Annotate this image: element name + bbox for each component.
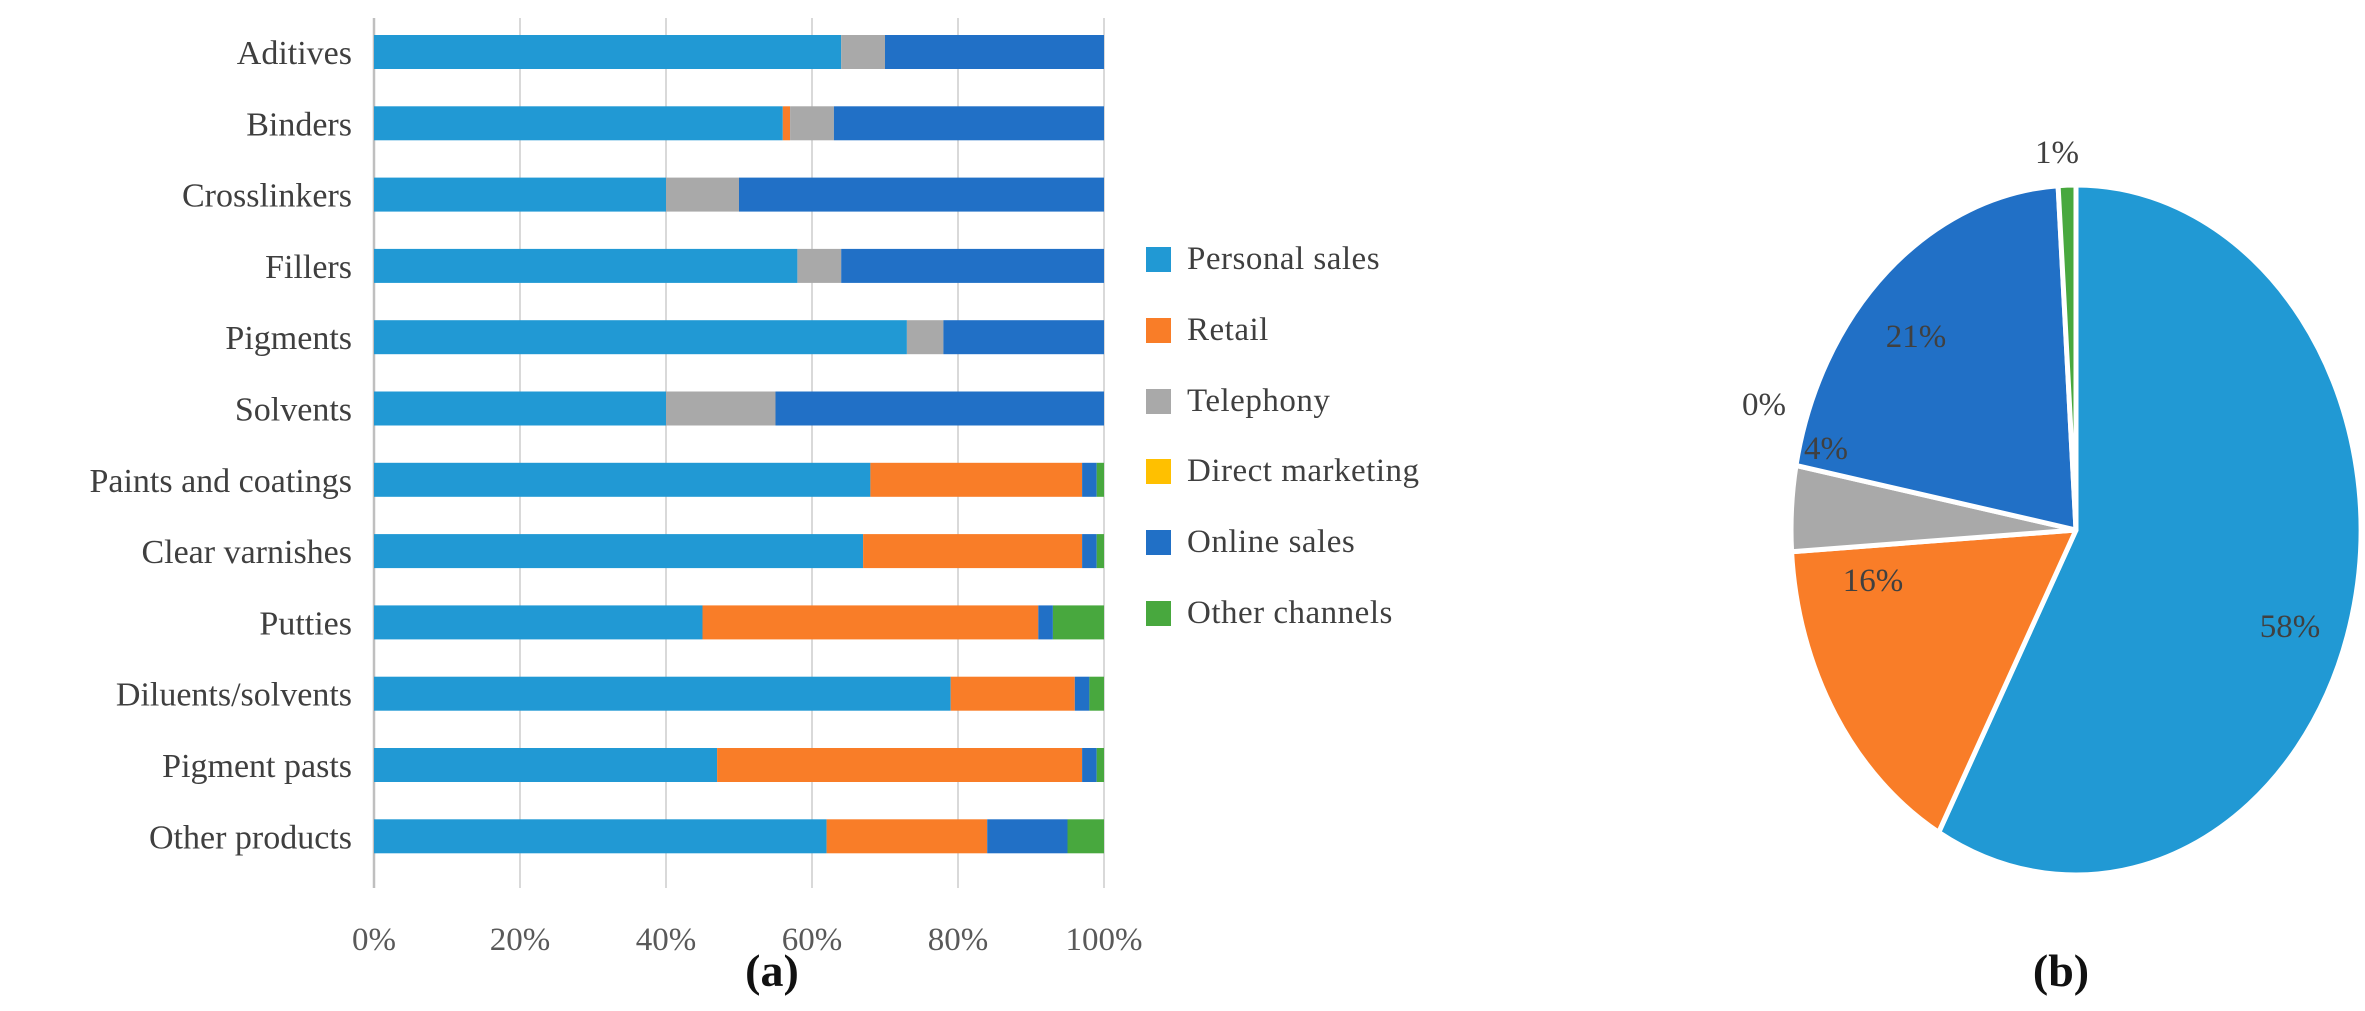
bar-segment-personal-sales xyxy=(374,819,827,854)
bar-segment-other-channels xyxy=(1089,676,1104,711)
bar-segment-telephony xyxy=(797,248,842,283)
category-label: Clear varnishes xyxy=(141,534,352,571)
category-label: Diluents/solvents xyxy=(116,677,352,714)
pie-value-label-telephony: 4% xyxy=(1804,431,1848,467)
bar-segment-retail xyxy=(717,748,1083,782)
bar-segment-personal-sales xyxy=(374,35,842,69)
bar-segment-online-sales xyxy=(943,320,1104,355)
pie-value-label-online-sales: 21% xyxy=(1886,319,1947,355)
x-tick-label: 100% xyxy=(1066,922,1143,958)
x-tick-label: 60% xyxy=(782,922,843,958)
legend-label: Other channels xyxy=(1187,595,1393,631)
legend-swatch-personal-sales xyxy=(1146,247,1171,272)
bar-segment-telephony xyxy=(906,320,944,355)
pie-slice-retail xyxy=(1789,527,2079,835)
bar-segment-online-sales xyxy=(775,391,1104,426)
bar-segment-telephony xyxy=(666,391,776,426)
legend-label: Retail xyxy=(1187,312,1269,348)
pie-slice-other-channels xyxy=(2055,182,2079,533)
bar-segment-telephony xyxy=(841,35,885,69)
bar-segment-telephony xyxy=(790,106,834,141)
bar-segment-personal-sales xyxy=(374,534,864,569)
category-label: Crosslinkers xyxy=(182,178,352,215)
bar-segment-retail xyxy=(782,106,791,141)
bar-segment-online-sales xyxy=(1082,748,1097,782)
bar-segment-personal-sales xyxy=(374,106,783,141)
x-tick-label: 0% xyxy=(352,922,396,958)
pie-value-label-other-channels: 1% xyxy=(2035,135,2079,171)
category-label: Putties xyxy=(259,605,352,642)
bar-segment-online-sales xyxy=(1038,605,1053,640)
legend-item: Personal sales xyxy=(1146,241,1380,278)
legend-label: Telephony xyxy=(1187,383,1331,419)
x-tick-label: 20% xyxy=(490,922,551,958)
legend-swatch-telephony xyxy=(1146,389,1171,414)
pie-value-label-retail: 16% xyxy=(1843,563,1904,599)
bar-segment-other-channels xyxy=(1096,534,1104,569)
pie-slice-personal-sales xyxy=(1936,182,2364,878)
legend-item: Telephony xyxy=(1146,383,1330,420)
bar-segment-online-sales xyxy=(1082,462,1097,497)
bar-segment-personal-sales xyxy=(374,462,871,497)
legend-swatch-retail xyxy=(1146,318,1171,343)
caption-b: (b) xyxy=(2032,945,2090,996)
chart-legend: Personal sales Retail Telephony Direct mark… xyxy=(1146,0,1566,1011)
bar-segment-telephony xyxy=(666,177,739,212)
bar-segment-online-sales xyxy=(987,819,1068,854)
category-label: Solvents xyxy=(235,392,352,429)
legend-item: Online sales xyxy=(1146,524,1355,561)
bar-segment-personal-sales xyxy=(374,605,703,640)
bar-segment-personal-sales xyxy=(374,177,666,212)
category-label: Binders xyxy=(246,106,352,143)
legend-item: Direct marketing xyxy=(1146,453,1420,490)
x-tick-label: 40% xyxy=(636,922,697,958)
legend-label: Personal sales xyxy=(1187,241,1381,277)
bar-segment-online-sales xyxy=(885,35,1104,69)
bar-segment-personal-sales xyxy=(374,391,666,426)
bar-segment-online-sales xyxy=(1074,676,1090,711)
pie-slice-online-sales xyxy=(1793,183,2079,533)
bar-segment-other-channels xyxy=(1096,748,1104,782)
legend-item: Retail xyxy=(1146,312,1269,349)
category-label: Aditives xyxy=(237,35,352,72)
bar-segment-other-channels xyxy=(1096,462,1104,497)
legend-swatch-other-channels xyxy=(1146,601,1171,626)
legend-label: Online sales xyxy=(1187,524,1356,560)
legend-label: Direct marketing xyxy=(1187,453,1420,489)
pie-value-label-direct-marketing: 0% xyxy=(1742,387,1786,423)
legend-swatch-direct-marketing xyxy=(1146,459,1171,484)
legend-item: Other channels xyxy=(1146,595,1393,632)
category-label: Fillers xyxy=(265,249,352,286)
category-label: Pigment pasts xyxy=(162,748,352,785)
bar-segment-personal-sales xyxy=(374,748,718,782)
bar-segment-other-channels xyxy=(1052,605,1104,640)
category-label: Paints and coatings xyxy=(89,463,352,500)
bar-segment-online-sales xyxy=(833,106,1104,141)
bar-segment-retail xyxy=(950,676,1075,711)
bar-segment-other-channels xyxy=(1067,819,1104,854)
caption-a: (a) xyxy=(745,945,799,996)
bar-segment-online-sales xyxy=(739,177,1104,212)
bar-segment-online-sales xyxy=(1082,534,1097,569)
pie-value-label-personal-sales: 58% xyxy=(2260,609,2321,645)
bar-segment-retail xyxy=(702,605,1039,640)
bar-segment-personal-sales xyxy=(374,676,951,711)
bar-segment-online-sales xyxy=(841,248,1104,283)
bar-segment-personal-sales xyxy=(374,248,798,283)
category-label: Other products xyxy=(149,819,352,856)
x-tick-label: 80% xyxy=(928,922,989,958)
legend-swatch-online-sales xyxy=(1146,530,1171,555)
bar-segment-retail xyxy=(870,462,1083,497)
bar-segment-retail xyxy=(826,819,988,854)
bar-segment-retail xyxy=(863,534,1083,569)
category-label: Pigments xyxy=(225,320,352,357)
bar-segment-personal-sales xyxy=(374,320,907,355)
